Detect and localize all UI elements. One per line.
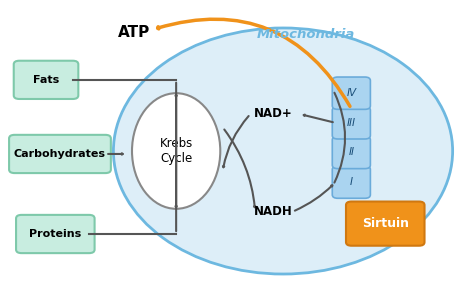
Text: NAD+: NAD+ bbox=[255, 108, 293, 120]
FancyBboxPatch shape bbox=[14, 61, 78, 99]
FancyBboxPatch shape bbox=[346, 201, 425, 246]
FancyBboxPatch shape bbox=[332, 166, 370, 198]
Ellipse shape bbox=[132, 93, 220, 209]
Text: Carbohydrates: Carbohydrates bbox=[14, 149, 106, 159]
FancyBboxPatch shape bbox=[16, 215, 95, 253]
Text: Sirtuin: Sirtuin bbox=[362, 217, 409, 230]
Ellipse shape bbox=[113, 28, 453, 274]
Text: Proteins: Proteins bbox=[29, 229, 82, 239]
FancyBboxPatch shape bbox=[332, 136, 370, 169]
Text: Fats: Fats bbox=[33, 75, 59, 85]
Text: ATP: ATP bbox=[118, 25, 150, 40]
Text: Krebs
Cycle: Krebs Cycle bbox=[160, 137, 193, 165]
Text: III: III bbox=[347, 118, 356, 128]
Text: Mitochondria: Mitochondria bbox=[257, 28, 356, 41]
FancyBboxPatch shape bbox=[332, 107, 370, 139]
FancyBboxPatch shape bbox=[332, 77, 370, 109]
FancyBboxPatch shape bbox=[9, 135, 111, 173]
Text: NADH: NADH bbox=[255, 205, 293, 218]
Text: I: I bbox=[350, 177, 353, 187]
Text: II: II bbox=[348, 147, 355, 157]
Text: IV: IV bbox=[346, 88, 356, 98]
